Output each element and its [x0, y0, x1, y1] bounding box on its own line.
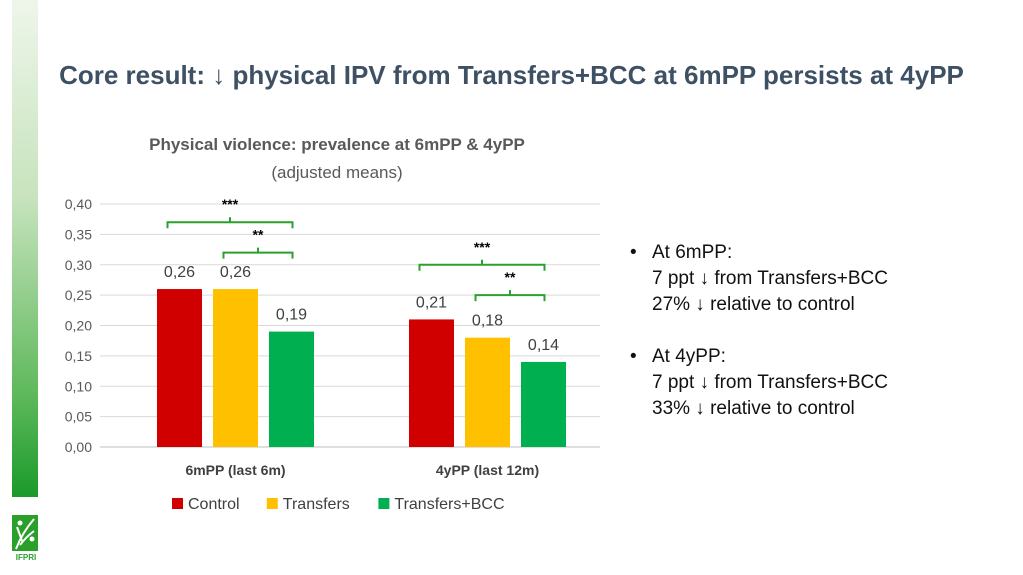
legend-label: Control: [188, 496, 240, 513]
bar-control: [409, 319, 454, 447]
bar-control: [157, 289, 202, 447]
legend-swatch: [266, 498, 278, 509]
legend-label: Transfers+BCC: [394, 496, 504, 513]
ifpri-logo: [12, 515, 38, 551]
bullet-4ypp: At 4yPP: 7 ppt ↓ from Transfers+BCC 33% …: [630, 344, 888, 422]
bullet-line: 33% ↓ relative to control: [652, 398, 855, 419]
significance-stars: ***: [222, 196, 239, 212]
bar-chart: Physical violence: prevalence at 6mPP & …: [65, 135, 600, 513]
significance-bracket: [166, 217, 294, 229]
bullet-heading: At 4yPP:: [652, 346, 726, 367]
data-label: 0,14: [528, 337, 559, 354]
chart-title: Physical violence: prevalence at 6mPP & …: [149, 135, 525, 154]
category-label: 4yPP (last 12m): [436, 462, 539, 478]
data-label: 0,18: [472, 313, 503, 330]
bullet-line: 7 ppt ↓ from Transfers+BCC: [652, 268, 888, 289]
legend-label: Transfers: [283, 496, 350, 513]
bullet-list: At 6mPP: 7 ppt ↓ from Transfers+BCC 27% …: [630, 240, 888, 448]
bar-transfers-bcc: [269, 331, 314, 447]
y-tick-label: 0,15: [65, 348, 92, 364]
bullet-line: 7 ppt ↓ from Transfers+BCC: [652, 372, 888, 393]
y-tick-label: 0,20: [65, 318, 92, 334]
data-label: 0,21: [416, 294, 447, 311]
bullet-line: 27% ↓ relative to control: [652, 294, 855, 315]
significance-stars: **: [505, 269, 516, 285]
y-tick-label: 0,25: [65, 287, 92, 303]
bar-transfers-bcc: [521, 361, 566, 447]
data-label: 0,26: [164, 264, 195, 281]
data-label: 0,19: [276, 307, 307, 324]
y-tick-label: 0,05: [65, 409, 92, 425]
y-tick-label: 0,10: [65, 378, 92, 394]
legend-swatch: [378, 498, 390, 509]
significance-stars: ***: [474, 239, 491, 255]
y-tick-label: 0,30: [65, 257, 92, 273]
y-tick-label: 0,35: [65, 226, 92, 242]
significance-stars: **: [253, 227, 264, 243]
bar-transfers: [465, 337, 510, 447]
significance-bracket: [418, 259, 546, 271]
bullet-6mpp: At 6mPP: 7 ppt ↓ from Transfers+BCC 27% …: [630, 240, 888, 318]
category-label: 6mPP (last 6m): [185, 462, 285, 478]
data-label: 0,26: [220, 264, 251, 281]
legend-swatch: [172, 498, 183, 509]
significance-bracket: [222, 247, 294, 259]
logo-text: IFPRI: [15, 553, 37, 562]
bullet-heading: At 6mPP:: [652, 242, 733, 263]
bar-transfers: [213, 289, 258, 447]
decorative-gradient-bar: [12, 0, 38, 497]
y-tick-label: 0,40: [65, 196, 92, 212]
y-tick-label: 0,00: [65, 439, 92, 455]
significance-bracket: [474, 290, 546, 302]
chart-subtitle: (adjusted means): [271, 163, 402, 182]
slide-title: Core result: ↓ physical IPV from Transfe…: [59, 60, 964, 90]
